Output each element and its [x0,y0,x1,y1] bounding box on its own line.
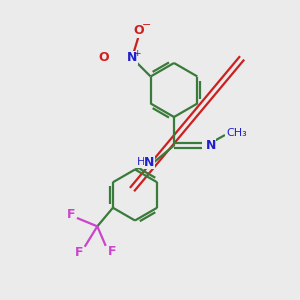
Text: CH₃: CH₃ [226,128,247,138]
Text: N: N [144,156,154,169]
Text: N: N [127,51,137,64]
Text: O: O [98,51,109,64]
Text: F: F [107,245,116,258]
Text: F: F [67,208,75,221]
Text: −: − [142,20,152,30]
Text: O: O [133,24,144,38]
Text: +: + [134,49,141,58]
Text: H: H [137,157,145,167]
Text: N: N [206,139,216,152]
Text: F: F [75,246,84,259]
